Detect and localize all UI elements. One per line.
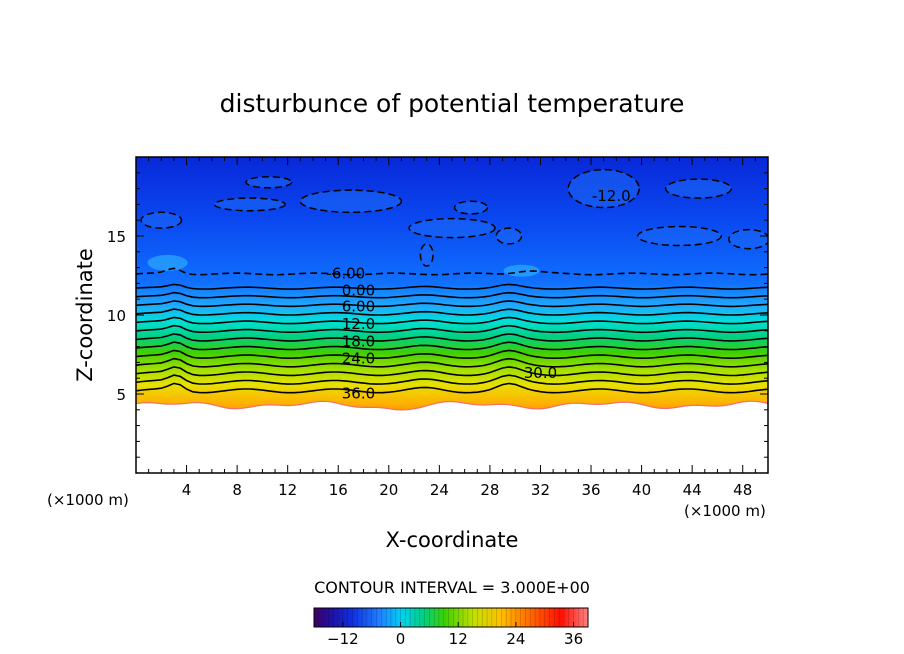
disturbance-fill <box>214 198 286 211</box>
contour-line <box>136 291 768 299</box>
disturbance-fill <box>454 201 488 214</box>
disturbance-contour <box>728 228 768 250</box>
disturbance-fill <box>568 169 640 208</box>
x-axis-ticks: 4 8 12 16 20 24 28 32 36 40 44 48 <box>148 157 769 499</box>
contour-line <box>136 300 768 308</box>
contour-line <box>136 333 768 342</box>
terrain-mask <box>136 401 768 473</box>
disturbance-fill <box>728 229 768 249</box>
x-tick-label: 8 <box>232 481 242 499</box>
colorbar-tick-label: 36 <box>564 630 583 648</box>
contour-label: 18.0 <box>342 332 375 350</box>
contour-label: 0.00 <box>342 282 375 300</box>
contour-line <box>136 374 768 385</box>
disturbance-fill <box>147 254 188 271</box>
contour-line <box>136 357 768 368</box>
y-tick-label: 5 <box>116 386 126 404</box>
disturbance-contour <box>419 243 434 267</box>
contour-line <box>136 308 768 316</box>
x-tick-label: 44 <box>683 481 702 499</box>
contour-label: 36.0 <box>342 384 375 402</box>
disturbance-fill <box>637 226 722 246</box>
disturbance-fill <box>300 190 402 213</box>
disturbance-contour <box>453 200 489 215</box>
colorbar-segments <box>318 608 584 627</box>
x-tick-label: 16 <box>329 481 348 499</box>
contour-line <box>136 341 768 351</box>
y-axis-title: Z-coordinate <box>73 248 97 382</box>
x-tick-label: 36 <box>581 481 600 499</box>
contour-line <box>136 366 768 377</box>
contour-label: 6.00 <box>342 298 375 316</box>
disturbance-contour <box>299 189 403 214</box>
terrain-line <box>136 400 768 411</box>
disturbance-contour <box>245 176 293 189</box>
contour-label: 12.0 <box>342 315 375 333</box>
disturbance-fill <box>665 179 732 199</box>
x-unit-label-left: (×1000 m) <box>47 491 129 509</box>
colorbar-ticks: −12 0 12 24 36 <box>327 622 583 648</box>
disturbance-fill <box>409 218 495 238</box>
contour-label: 30.0 <box>524 364 557 382</box>
x-tick-label: 24 <box>430 481 449 499</box>
disturbance-fill <box>141 212 182 229</box>
x-tick-label: 40 <box>632 481 651 499</box>
plot-area <box>136 157 768 473</box>
contour-line <box>136 382 768 394</box>
colorbar-tick-label: 12 <box>449 630 468 648</box>
contour-label: -6.00 <box>326 264 365 282</box>
y-tick-label: 10 <box>107 307 126 325</box>
disturbance-contour <box>140 211 183 229</box>
colorbar-tick-label: 0 <box>396 630 406 648</box>
contour-line <box>136 324 768 334</box>
disturbance-contour <box>495 227 523 245</box>
x-tick-label: 48 <box>733 481 752 499</box>
disturbance-fill <box>245 176 292 188</box>
contour-line <box>136 349 768 360</box>
contour-lines <box>136 267 768 394</box>
chart-title: disturbunce of potential temperature <box>220 89 685 118</box>
negative-contour-line <box>136 267 768 276</box>
disturbance-contour <box>637 225 722 247</box>
upper-disturbance-patches <box>140 168 768 277</box>
x-tick-label: 4 <box>182 481 192 499</box>
colorbar-tick-label: 24 <box>506 630 525 648</box>
y-axis-ticks: 5 10 15 <box>107 172 768 458</box>
x-unit-label-right: (×1000 m) <box>684 502 766 520</box>
disturbance-fill <box>420 243 434 267</box>
disturbance-contour <box>408 217 496 239</box>
contour-label: -12.0 <box>592 187 631 205</box>
contour-interval-text: CONTOUR INTERVAL = 3.000E+00 <box>314 578 590 597</box>
disturbance-contour <box>213 197 286 212</box>
disturbance-contour <box>664 178 733 199</box>
x-tick-label: 32 <box>531 481 550 499</box>
colorbar <box>313 607 589 628</box>
contour-label: 24.0 <box>342 350 375 368</box>
colorbar-tick-label: −12 <box>327 630 359 648</box>
x-tick-label: 28 <box>480 481 499 499</box>
disturbance-fill <box>496 228 522 244</box>
contour-line <box>136 316 768 325</box>
y-tick-label: 15 <box>107 228 126 246</box>
x-tick-label: 20 <box>379 481 398 499</box>
x-tick-label: 12 <box>278 481 297 499</box>
contour-line <box>136 283 768 290</box>
disturbance-contour <box>567 168 640 209</box>
x-axis-title: X-coordinate <box>386 528 519 552</box>
